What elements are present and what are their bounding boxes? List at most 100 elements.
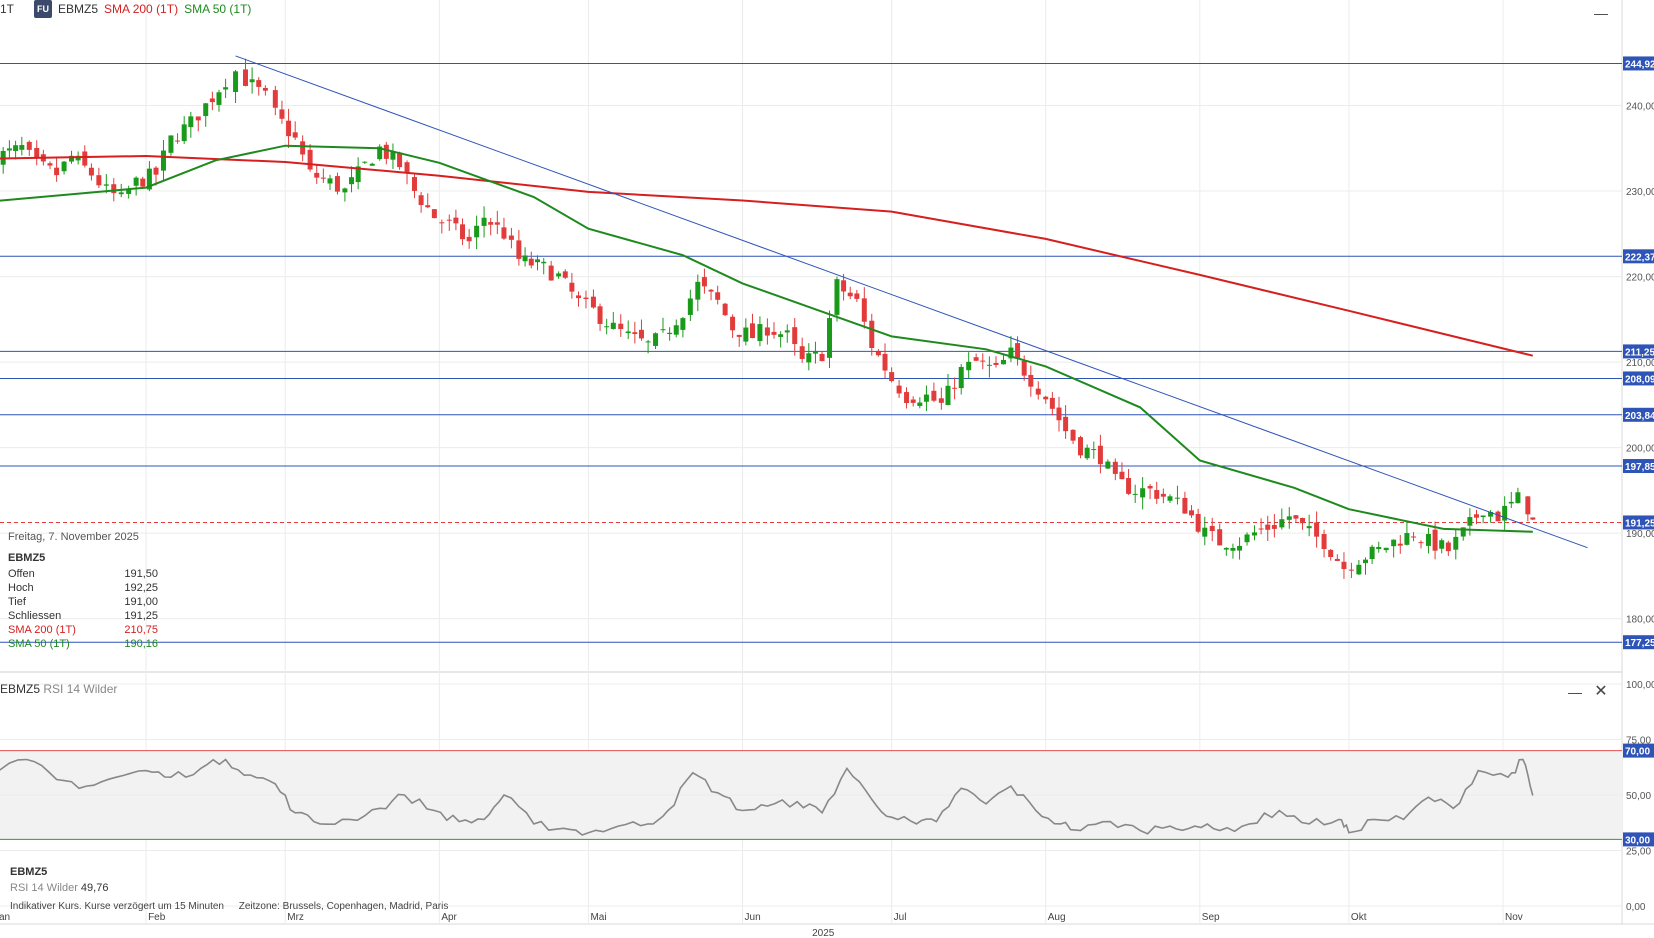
candle-down — [1217, 529, 1223, 546]
horizontal-levels — [0, 62, 1622, 643]
candle-down — [404, 162, 410, 174]
candle-down — [1473, 514, 1479, 518]
candle-down — [1397, 543, 1403, 546]
symbol-label[interactable]: EBMZ5 — [58, 2, 99, 16]
candle-down — [854, 293, 860, 299]
candle-down — [439, 222, 445, 224]
rsi-info-value-row: RSI 14 Wilder 49,76 — [10, 882, 108, 894]
rsi-tick-label: 75,00 — [1626, 736, 1651, 747]
candle-up — [1383, 547, 1389, 551]
candle-down — [488, 222, 494, 225]
info-row-value: 190,16 — [124, 638, 158, 650]
info-row-value: 210,75 — [124, 624, 158, 636]
candle-down — [771, 331, 777, 335]
sma200-line — [0, 154, 1534, 357]
candle-up — [556, 273, 562, 277]
candle-up — [986, 364, 992, 366]
candle-down — [411, 177, 417, 191]
candle-down — [1195, 513, 1201, 532]
candle-up — [778, 334, 784, 337]
info-row-label: Schliessen — [8, 610, 62, 622]
candle-up — [1132, 493, 1138, 495]
candle-down — [869, 320, 875, 349]
candle-up — [1460, 527, 1466, 537]
close-icon[interactable]: ✕ — [1594, 683, 1608, 700]
price-tick-label: 180,00 — [1626, 615, 1654, 626]
candle-down — [307, 149, 313, 170]
candle-up — [13, 145, 19, 152]
rsi-info: EBMZ5 RSI 14 Wilder 49,76 — [10, 866, 108, 894]
candle-up — [349, 177, 355, 185]
sma50-legend[interactable]: SMA 50 (1T) — [184, 2, 252, 16]
overlays — [0, 55, 1588, 549]
rsi-indicator[interactable]: RSI 14 Wilder — [43, 682, 118, 696]
candle-up — [1306, 526, 1312, 529]
candle-up — [1167, 496, 1173, 501]
candle-up — [1376, 546, 1382, 550]
candle-down — [1418, 542, 1424, 544]
candle-down — [973, 357, 979, 361]
candle-up — [1251, 532, 1257, 536]
interval-label[interactable]: 1T — [0, 2, 15, 16]
candle-up — [362, 161, 368, 163]
candle-down — [286, 120, 292, 137]
candle-up — [1008, 347, 1014, 359]
candle-down — [1160, 493, 1166, 497]
candle-up — [1488, 511, 1494, 517]
timezone-note: Zeitzone: Brussels, Copenhagen, Madrid, … — [238, 901, 449, 912]
candle-down — [952, 387, 958, 389]
trendline — [235, 55, 1588, 549]
level-badge — [1623, 459, 1654, 474]
candle-down — [516, 240, 522, 259]
candle-up — [249, 79, 255, 83]
candle-down — [418, 195, 424, 206]
info-row-label: Offen — [8, 568, 35, 580]
candle-down — [140, 178, 146, 187]
candle-up — [827, 318, 833, 358]
candle-down — [54, 167, 60, 176]
candle-down — [1314, 522, 1320, 537]
candle-up — [61, 161, 67, 172]
candle-up — [945, 385, 951, 405]
candle-down — [34, 147, 40, 159]
candle-up — [118, 192, 124, 195]
level-badge — [1623, 371, 1654, 386]
candle-down — [1049, 397, 1055, 409]
candle-down — [1119, 471, 1125, 480]
price-tick-label: 210,00 — [1626, 358, 1654, 369]
candle-up — [188, 116, 194, 128]
rsi-minimize-icon[interactable]: — — [1568, 684, 1582, 700]
candle-down — [799, 346, 805, 359]
level-badge — [1623, 56, 1654, 71]
candle-up — [223, 87, 229, 90]
time-axis: Jan Feb Mrz Apr Mai Jun Jul Aug Sep Okt Nov 2025 — [0, 912, 1523, 938]
candle-down — [1043, 396, 1049, 400]
last-price-badge — [1623, 515, 1654, 530]
candle-up — [645, 341, 651, 343]
candle-down — [1028, 374, 1034, 387]
candle-up — [1091, 449, 1097, 451]
month-label: Aug — [1048, 912, 1066, 923]
candle-up — [1237, 545, 1243, 551]
info-row: Schliessen 191,25 — [8, 609, 158, 623]
sma200-legend[interactable]: SMA 200 (1T) — [104, 2, 179, 16]
candle-down — [1182, 497, 1188, 514]
minimize-icon[interactable]: — — [1594, 5, 1608, 21]
candle-down — [1525, 496, 1531, 515]
rsi-info-symbol: EBMZ5 — [10, 866, 48, 878]
candle-down — [841, 280, 847, 292]
candle-up — [535, 259, 541, 263]
candle-down — [425, 205, 431, 208]
rsi-symbol[interactable]: EBMZ5 — [0, 682, 41, 696]
info-row: SMA 200 (1T) 210,75 — [8, 623, 158, 637]
candle-up — [1223, 547, 1229, 550]
candle-up — [1279, 519, 1285, 528]
candle-up — [327, 178, 333, 184]
year-label: 2025 — [812, 928, 835, 938]
candle-down — [1341, 561, 1347, 570]
candle-down — [96, 175, 102, 186]
candle-down — [209, 98, 215, 103]
candle-down — [1097, 445, 1103, 465]
rsi-info-value: 49,76 — [80, 882, 109, 894]
